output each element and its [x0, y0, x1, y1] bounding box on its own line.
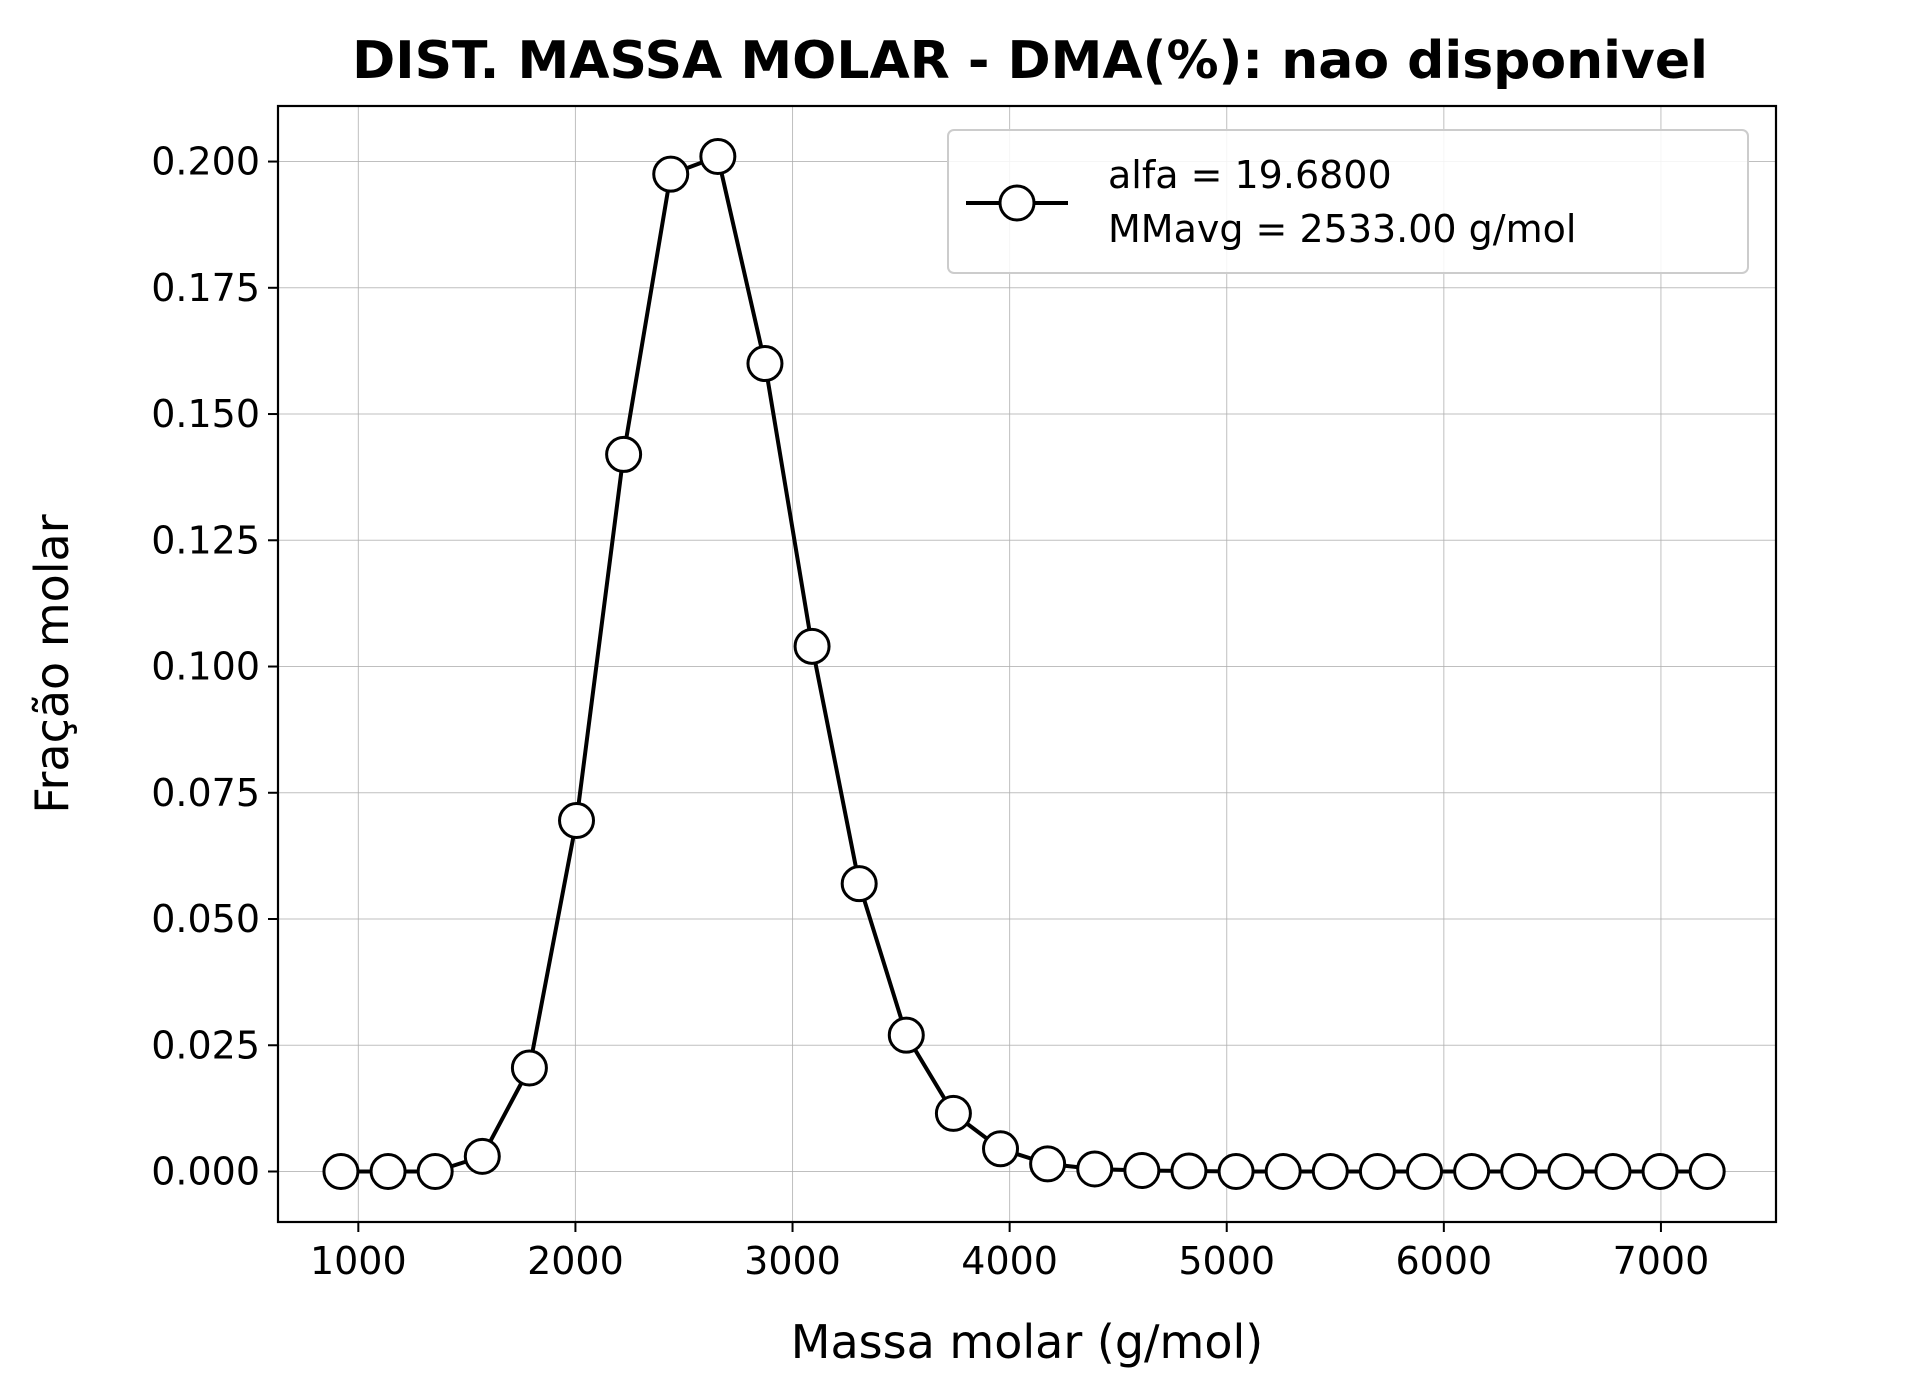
legend: alfa = 19.6800 MMavg = 2533.00 g/mol	[947, 129, 1749, 274]
data-point	[1406, 1153, 1444, 1191]
data-point	[463, 1137, 501, 1175]
legend-entry-alfa: alfa = 19.6800	[1108, 153, 1392, 197]
x-axis-label: Massa molar (g/mol)	[791, 1315, 1263, 1369]
y-axis-label: Fração molar	[25, 514, 79, 813]
x-tick-label: 4000	[961, 1239, 1058, 1283]
y-tick-label: 0.150	[151, 392, 260, 436]
data-point	[934, 1094, 972, 1132]
data-point	[982, 1130, 1020, 1168]
data-point	[746, 345, 784, 383]
data-point	[322, 1153, 360, 1191]
data-point	[1688, 1153, 1726, 1191]
x-tick-label: 7000	[1613, 1239, 1710, 1283]
data-point	[887, 1016, 925, 1054]
data-point	[1170, 1152, 1208, 1190]
data-point	[1029, 1145, 1067, 1183]
data-point	[1594, 1153, 1632, 1191]
y-tick-label: 0.175	[151, 266, 260, 310]
y-tick-label: 0.125	[151, 518, 260, 562]
y-tick-label: 0.075	[151, 771, 260, 815]
data-point	[1358, 1153, 1396, 1191]
x-tick-label: 5000	[1178, 1239, 1275, 1283]
x-tick-label: 3000	[744, 1239, 841, 1283]
data-point	[793, 627, 831, 665]
data-point	[1217, 1153, 1255, 1191]
x-tick-label: 6000	[1395, 1239, 1492, 1283]
data-point	[369, 1153, 407, 1191]
data-point	[1123, 1151, 1161, 1189]
y-tick-label: 0.025	[151, 1023, 260, 1067]
legend-marker-sample	[998, 184, 1036, 222]
y-tick-label: 0.100	[151, 645, 260, 689]
data-point	[1547, 1153, 1585, 1191]
data-point	[558, 802, 596, 840]
grid	[278, 106, 1776, 1222]
y-tick-label: 0.050	[151, 897, 260, 941]
data-point	[1076, 1150, 1114, 1188]
series-layer	[322, 137, 1726, 1191]
legend-box	[947, 129, 1749, 274]
x-axis: 1000 2000 3000 4000 5000 6000 7000	[310, 1222, 1709, 1283]
data-point	[652, 155, 690, 193]
data-point	[510, 1049, 548, 1087]
data-point	[699, 137, 737, 175]
data-point	[1641, 1153, 1679, 1191]
y-axis: 0.000 0.025 0.050 0.075 0.100 0.125 0.150 0.175…	[151, 140, 278, 1194]
plot-frame	[276, 104, 1778, 1224]
data-point	[1500, 1153, 1538, 1191]
data-point	[1311, 1153, 1349, 1191]
data-point	[1453, 1153, 1491, 1191]
data-point	[605, 435, 643, 473]
x-tick-label: 2000	[527, 1239, 624, 1283]
data-point	[416, 1153, 454, 1191]
x-tick-label: 1000	[310, 1239, 407, 1283]
data-point	[1264, 1153, 1302, 1191]
legend-entry-mmavg: MMavg = 2533.00 g/mol	[1108, 207, 1576, 251]
y-tick-label: 0.200	[151, 140, 260, 184]
data-point	[840, 865, 878, 903]
chart-title: DIST. MASSA MOLAR - DMA(%): nao disponiv…	[352, 31, 1708, 91]
y-tick-label: 0.000	[151, 1150, 260, 1194]
